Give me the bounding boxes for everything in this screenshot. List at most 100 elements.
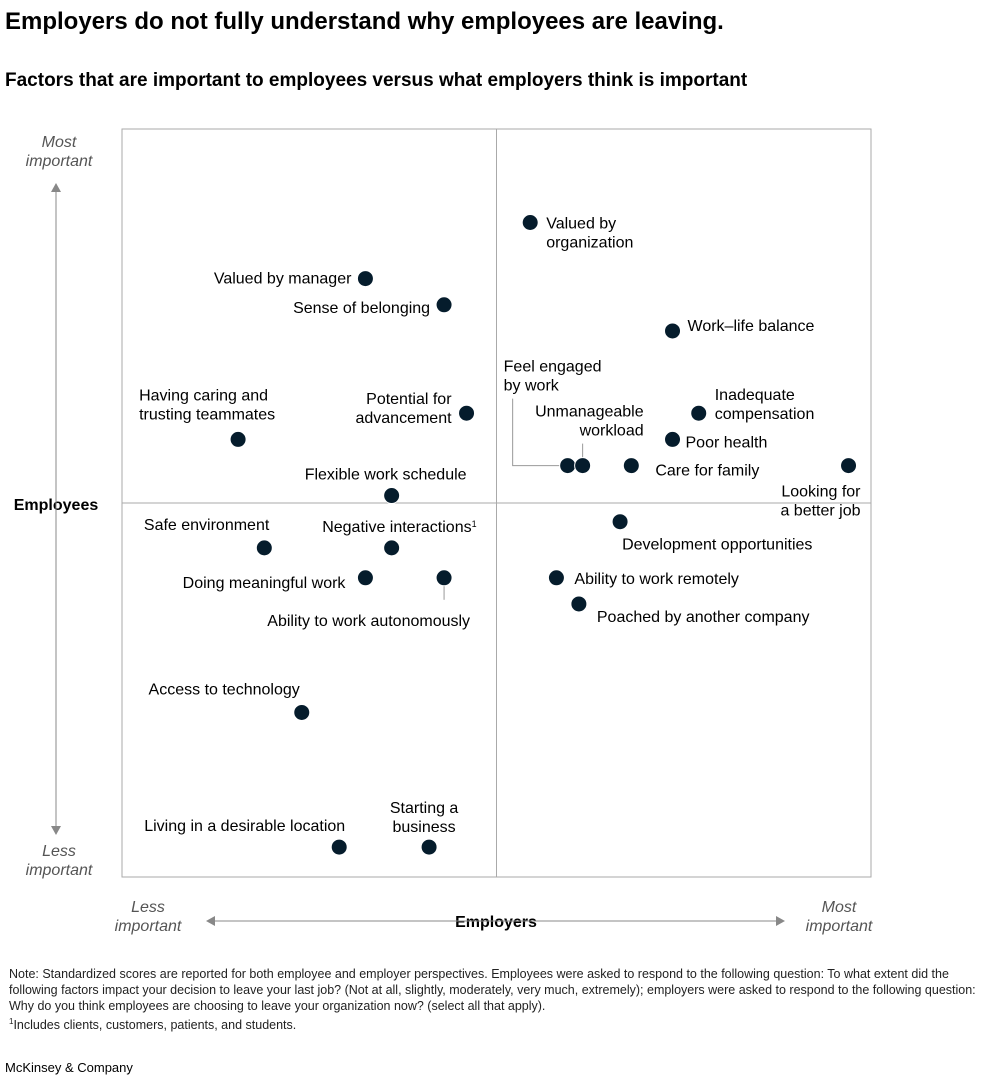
data-point-label-line: Sense of belonging (293, 300, 430, 317)
y-low-label: Less important (26, 843, 93, 879)
data-point-label: Care for family (655, 463, 759, 480)
data-point-label-line: Ability to work remotely (574, 571, 739, 588)
data-point (435, 569, 453, 587)
x-low-label: Less important (115, 899, 182, 935)
data-point (664, 430, 682, 448)
x-axis-label: Employers (455, 914, 537, 931)
data-point-label: Work–life balance (688, 318, 815, 335)
data-point-label-line: Unmanageable (535, 404, 644, 421)
data-point-label-line: Feel engaged (504, 359, 602, 376)
x-axis-arrow-left-icon (206, 916, 215, 926)
chart-title: Employers do not fully understand why em… (5, 8, 724, 35)
data-point (330, 838, 348, 856)
data-point (255, 539, 273, 557)
data-point-label: Inadequate compensation (715, 387, 815, 423)
data-point (622, 457, 640, 475)
data-point-label: Access to technology (149, 681, 300, 698)
data-point (383, 539, 401, 557)
data-point-label: Potential for advancement (355, 391, 452, 427)
data-point-label: Poor health (686, 434, 768, 451)
data-point-label-line: Ability to work autonomously (267, 613, 470, 630)
data-point-label: Development opportunities (622, 537, 812, 554)
data-point-label-line: organization (546, 235, 633, 252)
data-point (611, 513, 629, 531)
x-axis-label-line: Employers (455, 914, 537, 931)
chart-subtitle: Factors that are important to employees … (5, 70, 748, 91)
footnote-text: Includes clients, customers, patients, a… (13, 1018, 297, 1033)
data-point-label-line: Living in a desirable location (144, 818, 345, 835)
y-high-label-line: Most (42, 134, 77, 151)
data-point (664, 322, 682, 340)
data-point-label: Safe environment (144, 517, 270, 534)
data-point-label: Ability to work remotely (574, 571, 739, 588)
x-axis-arrow-right-icon (776, 916, 785, 926)
x-low-label-line: Less (131, 899, 165, 916)
x-high-label: Most important (806, 899, 873, 935)
y-axis-arrow-down-icon (51, 826, 61, 835)
data-point-label-line: Work–life balance (688, 318, 815, 335)
data-point-label: Poached by another company (597, 609, 810, 626)
data-point-label: Starting a business (390, 800, 459, 836)
y-high-label: Most important (26, 134, 93, 170)
data-point-label: Unmanageable workload (535, 404, 644, 440)
data-point (570, 595, 588, 613)
data-point-label-line: Potential for (366, 391, 452, 408)
y-high-label-line: important (26, 153, 93, 170)
data-point-label: Flexible work schedule (305, 467, 467, 484)
data-point-label: Valued by organization (546, 216, 633, 252)
data-point-label: Ability to work autonomously (267, 613, 470, 630)
y-low-label-line: important (26, 862, 93, 879)
data-point (356, 270, 374, 288)
data-point-label-line: Negative interactions (322, 519, 471, 536)
data-point-label-line: Inadequate (715, 387, 795, 404)
data-point-label: Feel engaged by work (504, 359, 602, 395)
data-point-label-line: business (393, 819, 456, 836)
data-point (435, 296, 453, 314)
chart-note: Note: Standardized scores are reported f… (9, 966, 999, 1033)
data-point-label: Negative interactions1 (322, 519, 476, 536)
data-point-label: Sense of belonging (293, 300, 430, 317)
data-point-label-line: Valued by (546, 216, 616, 233)
footnote-superscript: 1 (472, 519, 477, 529)
data-point (559, 457, 577, 475)
data-point-label-line: Having caring and (139, 387, 268, 404)
data-point-label-line: Flexible work schedule (305, 467, 467, 484)
data-point-label: Having caring and trusting teammates (139, 387, 275, 423)
x-low-label-line: important (115, 918, 182, 935)
data-point-label-line: Starting a (390, 800, 459, 817)
data-point-label-line: advancement (355, 410, 452, 427)
data-point (383, 487, 401, 505)
y-low-label-line: Less (42, 843, 76, 860)
data-point (458, 404, 476, 422)
data-point-label-line: Development opportunities (622, 537, 812, 554)
data-point-label-line: a better job (780, 503, 860, 520)
data-point (229, 430, 247, 448)
data-point-label-line: Poached by another company (597, 609, 810, 626)
data-point-label-line: Doing meaningful work (183, 575, 347, 592)
data-point-label-line: Valued by manager (214, 271, 352, 288)
data-point-label-line: trusting teammates (139, 406, 275, 423)
data-point-label-line: Care for family (655, 463, 759, 480)
data-point-label: Valued by manager (214, 271, 352, 288)
data-point (547, 569, 565, 587)
data-point (293, 703, 311, 721)
footnote-mark: 1 (9, 1017, 14, 1026)
data-point-label-line: Poor health (686, 434, 768, 451)
data-point (356, 569, 374, 587)
data-point-label-line: Looking for (781, 484, 861, 501)
data-point (420, 838, 438, 856)
x-high-label-line: Most (822, 899, 857, 916)
source-logo-text: McKinsey & Company (5, 1060, 133, 1075)
footnote: 1Includes clients, customers, patients, … (9, 1014, 999, 1033)
leader-line (512, 398, 568, 467)
y-axis-arrow-up-icon (51, 183, 61, 192)
data-point-label-line: by work (504, 378, 560, 395)
data-point-label-line: workload (579, 423, 644, 440)
x-high-label-line: important (806, 918, 873, 935)
data-point (690, 404, 708, 422)
data-point-label: Living in a desirable location (144, 818, 345, 835)
note-text: Note: Standardized scores are reported f… (9, 967, 976, 1013)
data-point-label-line: Access to technology (149, 681, 300, 698)
data-point-label-line: compensation (715, 406, 815, 423)
